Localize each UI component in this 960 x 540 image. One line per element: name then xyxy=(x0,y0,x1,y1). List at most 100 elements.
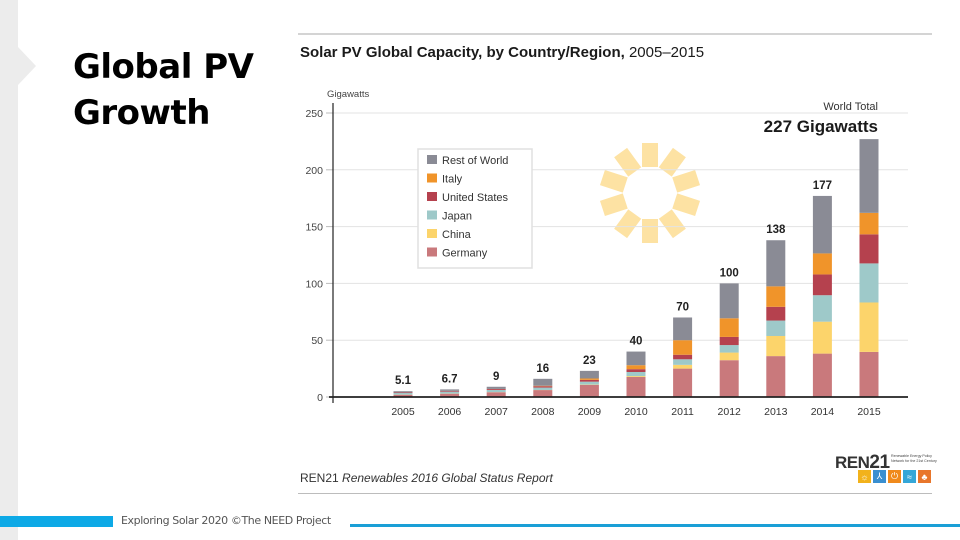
bar-rest-of-world-2013 xyxy=(766,240,786,287)
bar-germany-2015 xyxy=(859,351,879,397)
sun-ray xyxy=(672,169,701,193)
sun-ray xyxy=(642,219,658,243)
bar-united-states-2013 xyxy=(766,306,786,321)
bar-italy-2010 xyxy=(626,365,646,370)
sun-ray xyxy=(614,147,642,177)
x-tick-label: 2012 xyxy=(718,406,742,418)
y-tick-label: 150 xyxy=(305,222,323,234)
total-label: 177 xyxy=(813,180,832,192)
bar-stack-2005 xyxy=(393,391,413,397)
bar-united-states-2015 xyxy=(859,234,879,264)
bar-china-2014 xyxy=(812,321,832,354)
logo-name-b: 21 xyxy=(869,452,890,473)
total-label: 40 xyxy=(630,336,643,348)
x-tick-label: 2011 xyxy=(671,406,694,418)
bar-germany-2013 xyxy=(766,356,786,397)
bar-japan-2006 xyxy=(440,391,460,394)
bar-japan-2005 xyxy=(393,393,413,395)
bar-rest-of-world-2005 xyxy=(393,391,413,393)
bar-italy-2011 xyxy=(673,340,693,355)
x-tick-label: 2009 xyxy=(578,406,602,418)
bar-germany-2009 xyxy=(579,384,599,397)
chart-bottom-rule xyxy=(298,493,932,494)
bar-united-states-2012 xyxy=(719,336,739,346)
legend-swatch xyxy=(427,155,437,164)
bar-rest-of-world-2007 xyxy=(486,386,506,389)
bar-japan-2014 xyxy=(812,295,832,322)
y-tick-label: 250 xyxy=(305,108,323,120)
bar-rest-of-world-2009 xyxy=(579,370,599,379)
total-label: 5.1 xyxy=(395,375,412,387)
source-org: REN21 xyxy=(300,471,339,485)
sun-ray xyxy=(658,147,686,177)
bar-japan-2008 xyxy=(533,387,553,390)
bar-italy-2015 xyxy=(859,212,879,235)
x-tick-label: 2015 xyxy=(857,406,881,418)
legend-label: China xyxy=(442,229,472,241)
total-label: 70 xyxy=(676,301,689,313)
sun-ray xyxy=(599,193,628,217)
logo-wordmark: REN21 xyxy=(835,452,890,474)
legend-swatch xyxy=(427,247,437,257)
x-tick-label: 2008 xyxy=(531,406,555,418)
chart-source: REN21 Renewables 2016 Global Status Repo… xyxy=(300,471,553,485)
bar-china-2013 xyxy=(766,335,786,357)
legend-swatch xyxy=(427,229,437,238)
bar-stack-2015 xyxy=(859,139,879,397)
y-tick-label: 0 xyxy=(317,392,323,404)
chart-title-years: 2005–2015 xyxy=(628,44,705,61)
total-label: 6.7 xyxy=(442,373,458,385)
bar-rest-of-world-2011 xyxy=(673,317,693,341)
x-tick-label: 2013 xyxy=(764,406,788,418)
bar-japan-2010 xyxy=(626,372,646,377)
bar-china-2010 xyxy=(626,376,646,378)
bar-stack-2011 xyxy=(673,317,693,397)
bar-japan-2011 xyxy=(673,359,693,365)
x-tick-label: 2006 xyxy=(438,406,462,418)
x-tick-label: 2007 xyxy=(485,406,509,418)
total-label: 9 xyxy=(493,371,499,383)
sun-ray xyxy=(642,143,658,167)
y-tick-label: 50 xyxy=(311,335,323,347)
y-tick-label: 100 xyxy=(305,278,323,290)
bar-germany-2008 xyxy=(533,390,553,397)
chart-top-rule xyxy=(298,33,932,35)
bar-stack-2010 xyxy=(626,351,646,397)
bar-stack-2009 xyxy=(579,370,599,397)
bar-united-states-2014 xyxy=(812,274,832,296)
sun-ray xyxy=(614,209,642,239)
legend-label: Italy xyxy=(442,174,463,186)
bar-china-2012 xyxy=(719,352,739,361)
bar-stack-2008 xyxy=(533,378,553,397)
bar-japan-2012 xyxy=(719,345,739,353)
legend-label: Japan xyxy=(442,211,472,223)
power-icon: ⏻ xyxy=(888,470,901,483)
left-accent-arrow xyxy=(18,47,36,85)
bar-germany-2006 xyxy=(440,393,460,397)
bar-rest-of-world-2006 xyxy=(440,389,460,391)
logo-name-a: REN xyxy=(835,453,870,472)
sun-icon: ☼ xyxy=(858,470,871,483)
bar-united-states-2005 xyxy=(393,392,413,394)
bar-germany-2010 xyxy=(626,377,646,397)
legend: Rest of World Italy United States Japan Chin… xyxy=(417,148,533,269)
left-accent-strip xyxy=(0,0,18,540)
footer-accent-bar-right xyxy=(350,524,960,527)
bar-japan-2015 xyxy=(859,263,879,303)
chart-title: Solar PV Global Capacity, by Country/Reg… xyxy=(300,44,704,61)
world-total-label: World Total xyxy=(823,101,878,113)
bar-united-states-2009 xyxy=(579,379,599,382)
bar-united-states-2011 xyxy=(673,354,693,360)
ren21-logo: REN21 Renewable Energy Policy Network fo… xyxy=(835,452,937,488)
bar-rest-of-world-2008 xyxy=(533,378,553,386)
legend-label: Germany xyxy=(442,248,488,260)
bar-stack-2014 xyxy=(812,195,832,397)
x-tick-label: 2005 xyxy=(391,406,415,418)
bar-rest-of-world-2015 xyxy=(859,139,879,213)
sun-ray xyxy=(658,209,686,239)
total-label: 100 xyxy=(720,267,739,279)
bar-united-states-2008 xyxy=(533,386,553,388)
source-report: Renewables 2016 Global Status Report xyxy=(342,471,553,485)
chart-title-main: Solar PV Global Capacity, by Country/Reg… xyxy=(300,44,625,61)
